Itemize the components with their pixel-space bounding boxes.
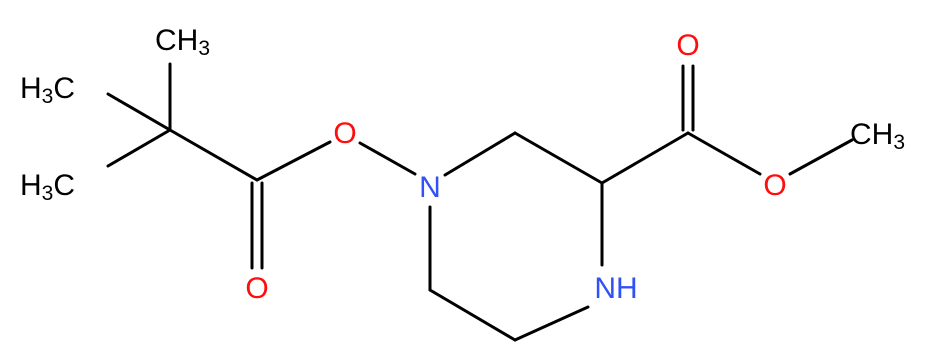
atom-symbol: C — [53, 169, 75, 202]
atom-label: CH3 — [850, 118, 905, 154]
atom-subscript: 3 — [42, 85, 54, 108]
atom-label: H3C — [20, 169, 75, 205]
atom-label: O — [333, 117, 356, 150]
atom-symbol: CH — [155, 24, 198, 57]
atom-label: N — [419, 171, 441, 204]
atom-symbol: H — [20, 72, 42, 105]
atom-label: O — [676, 29, 699, 62]
atom-label: O — [763, 169, 786, 202]
atom-subscript: 3 — [198, 37, 210, 60]
atom-label: CH3 — [155, 24, 210, 60]
atom-symbol: O — [676, 29, 699, 62]
atom-label: O — [245, 272, 268, 305]
atom-label: NH — [594, 272, 637, 305]
atom-symbol: C — [53, 72, 75, 105]
atom-subscript: 3 — [893, 131, 905, 154]
atom-symbol: NH — [594, 272, 637, 305]
atom-symbol: N — [419, 171, 441, 204]
bonds — [106, 62, 854, 342]
atom-label: H3C — [20, 72, 75, 108]
atom-symbol: CH — [850, 118, 893, 151]
atom-subscript: 3 — [42, 182, 54, 205]
atom-symbol: O — [333, 117, 356, 150]
atom-symbol: H — [20, 169, 42, 202]
atom-symbol: O — [763, 169, 786, 202]
atom-symbol: O — [245, 272, 268, 305]
